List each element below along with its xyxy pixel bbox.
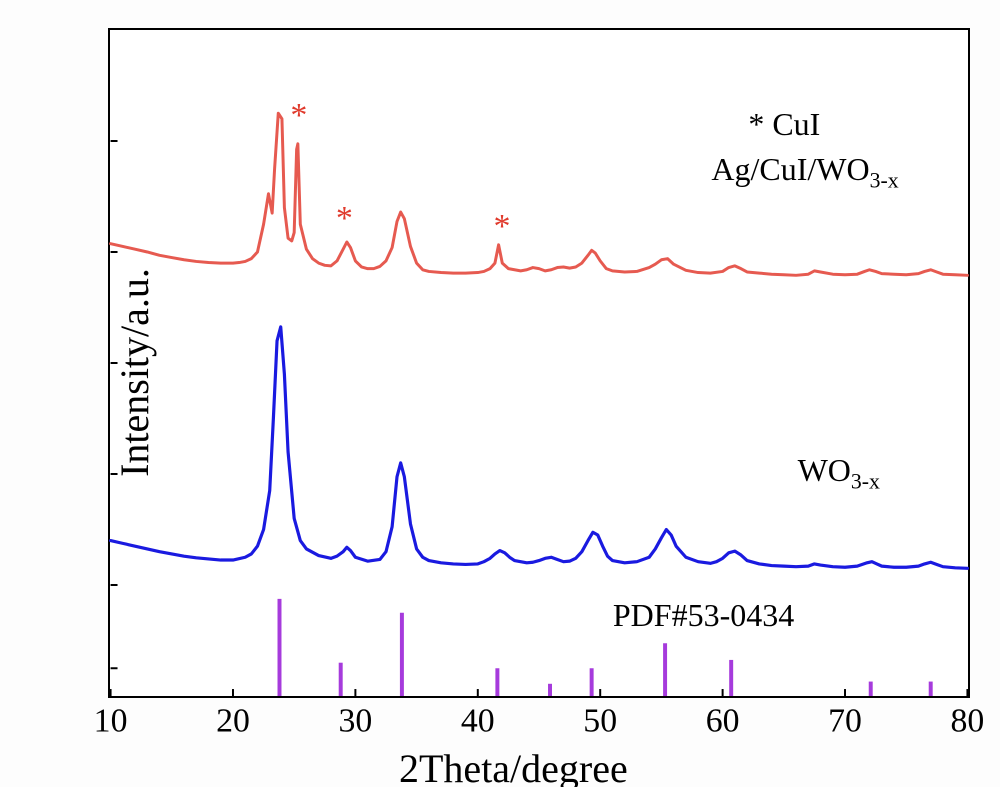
svg-text:40: 40 [461, 702, 495, 739]
series-label: WO3-x [798, 452, 880, 494]
svg-text:20: 20 [216, 702, 250, 739]
reference-pattern-label: PDF#53-0434 [613, 597, 794, 634]
svg-text:60: 60 [706, 702, 740, 739]
chart-canvas: 1020304050607080 Ag/CuI/WO3-xWO3-xPDF#53… [0, 0, 1000, 787]
peak-marker-star: * [290, 99, 307, 133]
plot-svg: 1020304050607080 [110, 30, 968, 696]
peak-marker-star: * [336, 202, 353, 236]
x-axis-title: 2Theta/degree [399, 745, 628, 787]
svg-text:70: 70 [828, 702, 862, 739]
plot-area: 1020304050607080 [108, 28, 970, 698]
svg-text:10: 10 [94, 702, 128, 739]
svg-text:30: 30 [338, 702, 372, 739]
marker-legend: * CuI [748, 106, 820, 143]
series-label: Ag/CuI/WO3-x [711, 151, 898, 193]
svg-text:80: 80 [951, 702, 985, 739]
y-axis-title: Intensity/a.u. [111, 268, 158, 477]
peak-marker-star: * [494, 210, 511, 244]
svg-text:50: 50 [583, 702, 617, 739]
